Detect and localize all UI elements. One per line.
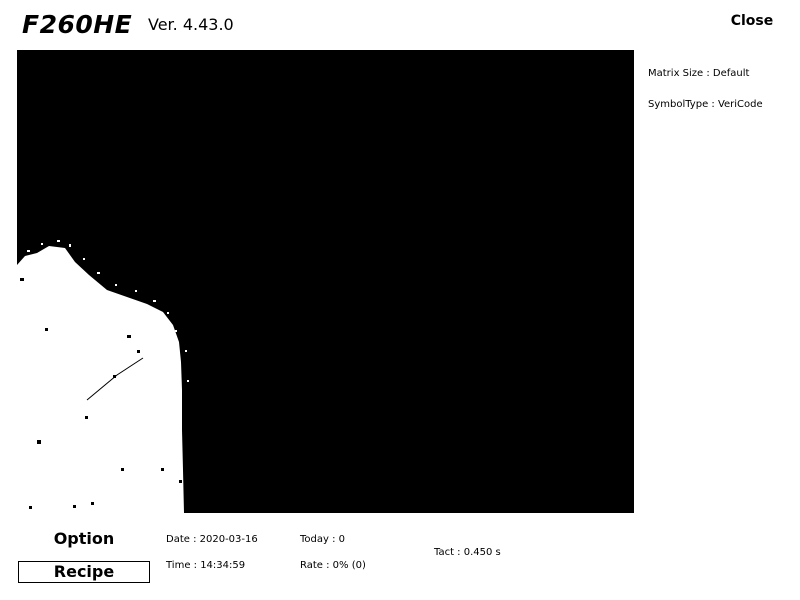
captured-image-noise (27, 240, 189, 382)
captured-image-bright-region (17, 246, 184, 513)
tact-time-readout: Tact : 0.450 s (434, 547, 501, 558)
product-logo: F260HE (22, 10, 133, 39)
captured-image-dark-specks (20, 278, 182, 509)
time-readout: Time : 14:34:59 (166, 560, 246, 571)
symbol-type-label: SymbolType : VeriCode (648, 99, 763, 110)
matrix-size-label: Matrix Size : Default (648, 68, 750, 79)
version-label: Ver. 4.43.0 (148, 15, 234, 34)
option-button[interactable]: Option (53, 529, 115, 548)
close-button[interactable]: Close (730, 13, 774, 29)
captured-image (17, 50, 634, 513)
date-readout: Date : 2020-03-16 (166, 534, 258, 545)
rate-readout: Rate : 0% (0) (300, 560, 366, 571)
recipe-button[interactable]: Recipe (18, 561, 150, 583)
camera-image-view (17, 50, 634, 513)
today-count-readout: Today : 0 (300, 534, 346, 545)
